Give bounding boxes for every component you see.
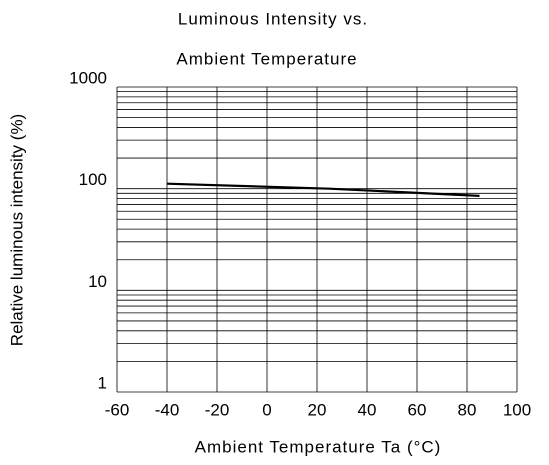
- x-tick-label: 40: [358, 400, 377, 419]
- data-line: [166, 182, 480, 197]
- x-tick-label: 60: [408, 400, 427, 419]
- x-tick-label: 0: [262, 400, 271, 419]
- chart-title: Ambient Temperature: [176, 49, 357, 68]
- y-tick-label: 1: [98, 373, 107, 392]
- chart-title: Luminous Intensity vs.: [178, 9, 368, 28]
- x-tick-label: 100: [503, 400, 531, 419]
- y-tick-label: 1000: [69, 68, 107, 87]
- x-tick-label: -40: [155, 400, 180, 419]
- y-axis-label: Relative luminous intensity (%): [7, 114, 26, 346]
- x-tick-label: -20: [205, 400, 230, 419]
- x-axis-label: Ambient Temperature Ta (°C): [195, 437, 442, 456]
- x-tick-label: 20: [308, 400, 327, 419]
- x-tick-label: 80: [458, 400, 477, 419]
- y-tick-label: 100: [79, 170, 107, 189]
- y-tick-label: 10: [88, 272, 107, 291]
- x-tick-label: -60: [105, 400, 130, 419]
